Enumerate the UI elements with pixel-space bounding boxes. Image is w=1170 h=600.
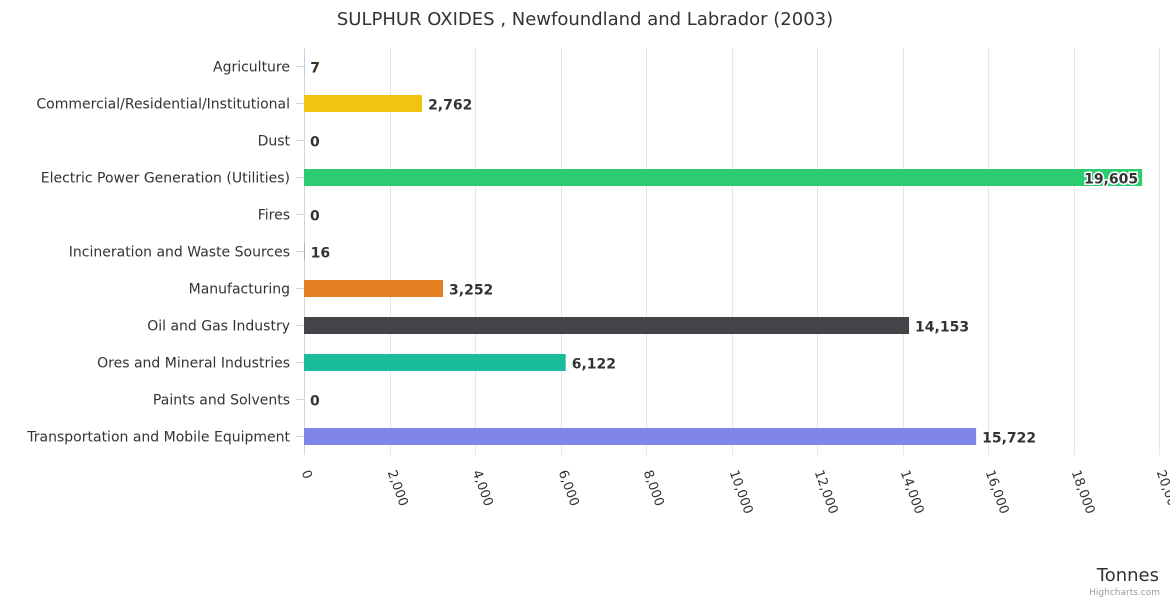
data-label: 16 [311, 246, 330, 262]
grid-lines [304, 48, 1160, 455]
data-label: 3,252 [449, 283, 493, 299]
category-label: Agriculture [213, 60, 290, 76]
data-label: 0 [310, 394, 320, 410]
category-label: Electric Power Generation (Utilities) [41, 171, 290, 187]
data-labels: 7 2,762 0 19,605 0 16 3,252 14,153 6,122 0 15,722 [310, 61, 1140, 447]
chart-title: SULPHUR OXIDES , Newfoundland and Labrad… [337, 9, 833, 30]
tick-label: 18,000 [1068, 468, 1098, 516]
bar[interactable] [304, 280, 444, 297]
tick-label: 10,000 [726, 468, 756, 516]
data-label: 6,122 [572, 357, 616, 373]
category-labels: Agriculture Commercial/Residential/Instit… [26, 60, 290, 446]
tick-label: 14,000 [897, 468, 927, 516]
tick-label: 12,000 [811, 468, 841, 516]
data-label: 14,153 [915, 320, 969, 336]
bar-series [304, 58, 1143, 445]
bar[interactable] [304, 354, 566, 371]
category-label: Oil and Gas Industry [147, 319, 290, 335]
tick-label: 8,000 [640, 468, 667, 508]
category-label: Ores and Mineral Industries [97, 356, 290, 372]
bar[interactable] [304, 95, 423, 112]
category-label: Paints and Solvents [153, 393, 290, 409]
category-label: Fires [258, 208, 290, 224]
category-axis [296, 48, 305, 455]
tick-label: 20,000 [1153, 468, 1170, 516]
tick-label: 6,000 [555, 468, 582, 508]
value-axis-title: Tonnes [1096, 565, 1159, 586]
value-axis-ticks: 0 2,000 4,000 6,000 8,000 10,000 12,000 14,000 1… [298, 468, 1170, 516]
bar[interactable] [304, 243, 305, 260]
tick-label: 2,000 [384, 468, 411, 508]
tick-label: 4,000 [469, 468, 496, 508]
tick-label: 16,000 [982, 468, 1012, 516]
bar[interactable] [304, 428, 977, 445]
data-label: 7 [310, 61, 320, 77]
data-label: 19,605 [1084, 172, 1138, 188]
category-label: Dust [258, 134, 291, 150]
category-label: Incineration and Waste Sources [69, 245, 290, 261]
category-label: Commercial/Residential/Institutional [36, 97, 290, 113]
data-label: 0 [310, 209, 320, 225]
bar[interactable] [304, 169, 1143, 186]
credits-link[interactable]: Highcharts.com [1089, 588, 1160, 598]
category-label: Transportation and Mobile Equipment [26, 430, 290, 446]
data-label: 0 [310, 135, 320, 151]
data-label: 15,722 [982, 431, 1036, 447]
data-label: 2,762 [428, 98, 472, 114]
tick-label: 0 [298, 468, 315, 481]
bar[interactable] [304, 317, 910, 334]
category-label: Manufacturing [189, 282, 290, 298]
